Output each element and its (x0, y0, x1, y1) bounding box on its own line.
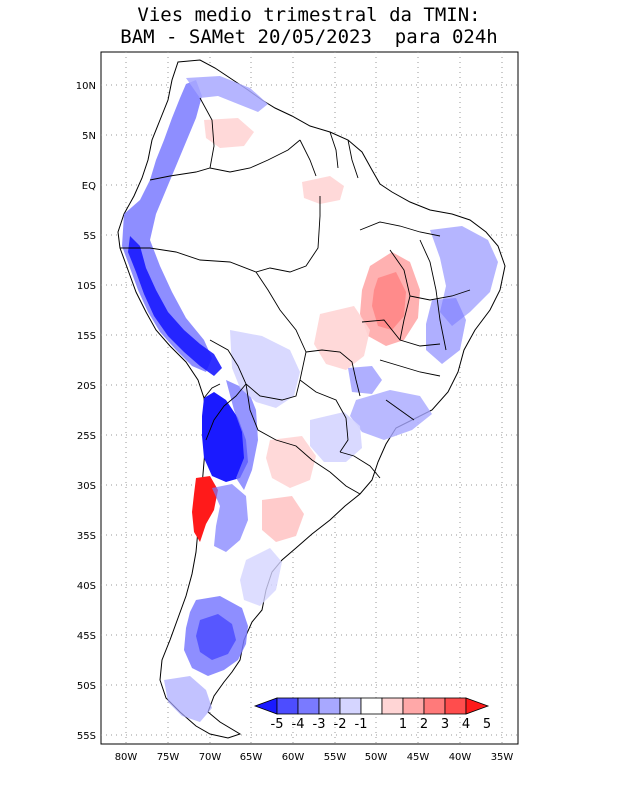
map-title-line-1: Vies medio trimestral da TMIN: (137, 4, 481, 26)
lat-label: 40S (77, 581, 96, 592)
lon-label: 55W (324, 752, 347, 763)
lat-label: 35S (77, 531, 96, 542)
colorbar-label: 4 (462, 717, 470, 732)
lon-label: 35W (491, 752, 514, 763)
lon-label: 60W (282, 752, 305, 763)
bias-field (122, 76, 498, 722)
lat-label: 10N (76, 81, 96, 92)
latitude-labels: 10N 5N EQ 5S 10S 15S 20S 25S 30S 35S 40S… (76, 81, 96, 742)
lat-label: 5S (83, 231, 96, 242)
colorbar-label: -5 (271, 717, 284, 732)
lon-label: 40W (449, 752, 472, 763)
lat-label: 45S (77, 631, 96, 642)
colorbar-segment (444, 697, 467, 715)
lon-label: 45W (407, 752, 430, 763)
lat-label: 30S (77, 481, 96, 492)
lat-label: 10S (77, 281, 96, 292)
colorbar-label: -4 (292, 717, 305, 732)
colorbar-labels: -5 -4 -3 -2 -1 1 2 3 4 5 (271, 717, 492, 732)
colorbar-label: 2 (420, 717, 428, 732)
colorbar-segment (339, 697, 362, 715)
lat-label: 5N (82, 131, 96, 142)
lat-label: 25S (77, 431, 96, 442)
colorbar (253, 697, 490, 715)
longitude-labels: 80W 75W 70W 65W 60W 55W 50W 45W 40W 35W (115, 752, 514, 763)
colorbar-label: 5 (483, 717, 491, 732)
lon-label: 75W (157, 752, 180, 763)
colorbar-label: -3 (313, 717, 326, 732)
colorbar-segment (360, 697, 383, 715)
lat-label: 20S (77, 381, 96, 392)
colorbar-segment (276, 697, 299, 715)
colorbar-segment (318, 697, 341, 715)
colorbar-segment (297, 697, 320, 715)
lat-label: 55S (77, 731, 96, 742)
colorbar-arrow-right (465, 697, 490, 715)
lat-label: 50S (77, 681, 96, 692)
lon-label: 65W (240, 752, 263, 763)
lat-label: EQ (82, 181, 96, 192)
colorbar-label: -1 (355, 717, 368, 732)
lat-label: 15S (77, 331, 96, 342)
lon-label: 50W (365, 752, 388, 763)
colorbar-label: 3 (441, 717, 449, 732)
country-borders (120, 97, 471, 495)
colorbar-segment (402, 697, 425, 715)
colorbar-label: -2 (334, 717, 347, 732)
colorbar-label: 1 (399, 717, 407, 732)
lon-label: 80W (115, 752, 138, 763)
map-title-line-2: BAM - SAMet 20/05/2023 para 024h (120, 26, 498, 48)
colorbar-segment (381, 697, 404, 715)
colorbar-segment (423, 697, 446, 715)
lon-label: 70W (199, 752, 222, 763)
